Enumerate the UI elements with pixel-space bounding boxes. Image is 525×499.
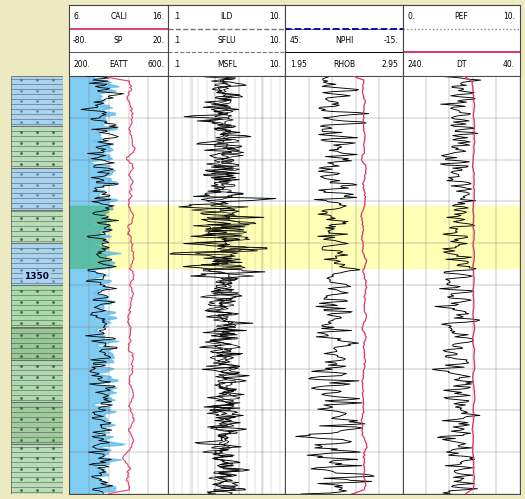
Text: 0.: 0.	[407, 12, 415, 21]
Text: 40.: 40.	[503, 59, 515, 68]
Text: 45.: 45.	[290, 36, 302, 45]
Bar	[69, 206, 168, 268]
Text: -15.: -15.	[383, 36, 398, 45]
Text: RHOB: RHOB	[333, 59, 355, 68]
Bar	[10, 168, 63, 210]
Text: MSFL: MSFL	[217, 59, 237, 68]
Bar	[403, 206, 520, 268]
Text: 600.: 600.	[147, 59, 164, 68]
Text: EATT: EATT	[109, 59, 128, 68]
Text: 240.: 240.	[407, 59, 424, 68]
Text: -80.: -80.	[73, 36, 88, 45]
Bar	[10, 402, 63, 444]
Bar	[10, 76, 63, 126]
Bar	[10, 285, 63, 327]
Bar	[168, 206, 286, 268]
Text: 10.: 10.	[269, 12, 281, 21]
Text: 1.95: 1.95	[290, 59, 307, 68]
Text: 10.: 10.	[269, 59, 281, 68]
Text: 20.: 20.	[152, 36, 164, 45]
Text: .1: .1	[173, 12, 180, 21]
Text: SFLU: SFLU	[217, 36, 236, 45]
Text: NPHI: NPHI	[335, 36, 353, 45]
Bar	[10, 444, 63, 494]
Bar	[10, 126, 63, 168]
Text: CALI: CALI	[110, 12, 127, 21]
Text: 10.: 10.	[503, 12, 515, 21]
Text: ILD: ILD	[220, 12, 233, 21]
Text: 16.: 16.	[152, 12, 164, 21]
Text: PEF: PEF	[454, 12, 468, 21]
Text: 2.95: 2.95	[381, 59, 398, 68]
Text: 1350: 1350	[25, 272, 49, 281]
Bar	[10, 210, 63, 243]
Bar	[10, 327, 63, 360]
Text: DT: DT	[456, 59, 466, 68]
Bar	[286, 206, 403, 268]
Text: .1: .1	[173, 59, 180, 68]
Text: SP: SP	[114, 36, 123, 45]
Text: 6.: 6.	[73, 12, 80, 21]
Text: .1: .1	[173, 36, 180, 45]
Bar	[10, 360, 63, 402]
Bar	[10, 243, 63, 285]
Text: 200.: 200.	[73, 59, 90, 68]
Text: 10.: 10.	[269, 36, 281, 45]
